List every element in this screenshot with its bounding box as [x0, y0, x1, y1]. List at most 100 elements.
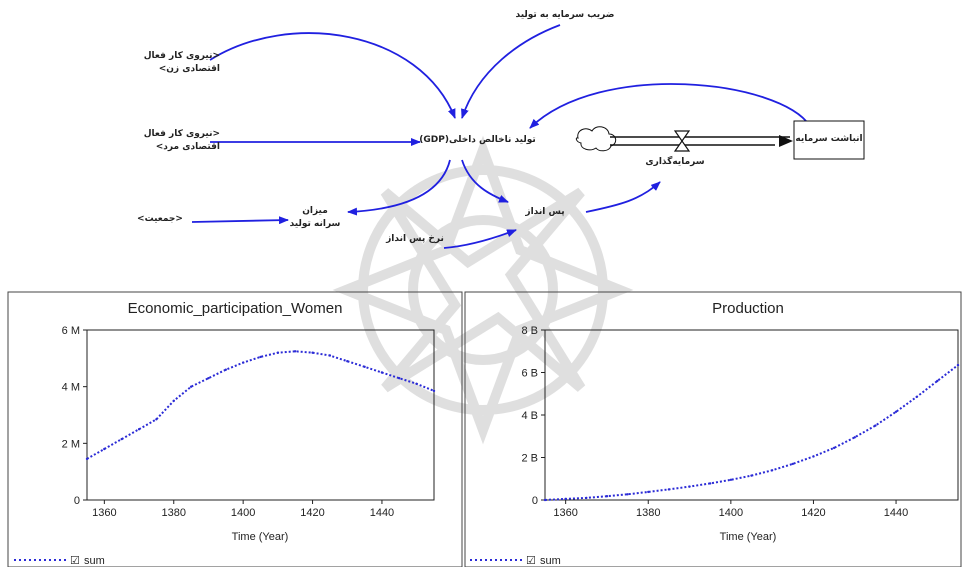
data-point [85, 457, 89, 461]
y-tick-label: 6 M [62, 325, 80, 337]
data-point [874, 424, 877, 427]
data-point [894, 410, 898, 413]
y-tick-label: 0 [74, 495, 80, 507]
data-point [172, 399, 175, 402]
data-point [956, 363, 960, 367]
link-gdp-to-savings [461, 159, 509, 203]
series-line-sum [544, 364, 959, 501]
y-tick-label: 2 M [62, 438, 80, 450]
data-point [346, 360, 349, 363]
x-tick-label: 1380 [636, 507, 660, 519]
watermark-star [332, 135, 634, 445]
data-point [380, 371, 384, 374]
var-population[interactable]: <جمعیت> [137, 214, 183, 224]
y-tick-label: 4 M [62, 382, 80, 394]
valve-icon [673, 130, 691, 152]
x-axis-label: Time (Year) [720, 531, 777, 543]
chart-panel-frame [7, 291, 463, 567]
data-point [812, 455, 815, 458]
chart-title: Production [712, 300, 784, 317]
legend-checkbox[interactable]: ☑ [526, 555, 536, 567]
y-tick-label: 4 B [521, 410, 538, 422]
x-tick-label: 1440 [370, 507, 394, 519]
var-women-labor[interactable]: نیروی کار فعال> <اقتصادی زن [143, 51, 220, 74]
data-point [328, 354, 332, 357]
legend-label: sum [540, 555, 561, 567]
source-cloud-icon [575, 126, 617, 152]
link-capital-output-ratio-to-gdp [461, 24, 561, 119]
x-tick-label: 1380 [162, 507, 186, 519]
data-point [189, 385, 193, 388]
var-savings[interactable]: پس انداز [525, 207, 565, 217]
data-point [207, 377, 210, 380]
var-investment[interactable]: سرمایه‌گذاری [645, 157, 705, 167]
data-point [832, 446, 836, 450]
link-women-labor-to-gdp [209, 32, 456, 119]
series-line-sum [86, 350, 435, 460]
x-tick-label: 1400 [719, 507, 743, 519]
data-point [915, 395, 918, 399]
data-point [853, 436, 856, 439]
legend-label: sum [84, 555, 105, 567]
var-men-labor[interactable]: نیروی کار فعال> <اقتصادی مرد [143, 129, 220, 152]
capital-accumulation-stock[interactable] [793, 120, 865, 160]
var-gdp[interactable]: تولید ناخالص داخلی(GDP) [419, 135, 536, 145]
var-capital-output-ratio[interactable]: ضریب سرمایه به تولید [515, 10, 615, 20]
x-tick-label: 1420 [300, 507, 324, 519]
data-point [564, 497, 567, 501]
y-tick-label: 2 B [521, 453, 538, 465]
x-axis-label: Time (Year) [232, 531, 289, 543]
link-gdp-to-per-capita [347, 159, 451, 216]
x-tick-label: 1420 [801, 507, 825, 519]
data-point [155, 418, 158, 421]
data-point [363, 365, 366, 368]
data-point [647, 490, 650, 494]
data-point [709, 482, 712, 485]
chart-women-participation: Economic_participation_Women 02 M4 M6 M … [7, 291, 463, 567]
data-point [585, 496, 588, 500]
data-point [432, 389, 436, 393]
x-tick-label: 1360 [553, 507, 577, 519]
y-tick-label: 6 B [521, 368, 538, 380]
data-point [688, 485, 691, 488]
data-point [415, 382, 418, 385]
data-point [311, 351, 314, 354]
data-point [750, 474, 753, 477]
plot-area [86, 329, 435, 501]
data-point [398, 377, 401, 380]
var-savings-rate[interactable]: نرخ پس انداز [386, 234, 444, 244]
x-tick-label: 1360 [92, 507, 116, 519]
x-tick-label: 1400 [231, 507, 255, 519]
var-capital-accumulation[interactable]: انباشت سرمایه [795, 134, 863, 144]
chart-title: Economic_participation_Women [128, 300, 343, 317]
y-tick-label: 8 B [521, 325, 538, 337]
chart-panel-frame [464, 291, 962, 567]
link-capital-to-gdp [529, 83, 811, 129]
data-point [626, 493, 629, 496]
data-point [729, 478, 733, 481]
data-point [294, 350, 297, 353]
data-point [605, 495, 609, 498]
data-point [259, 355, 262, 359]
link-population-to-per-capita [191, 216, 289, 225]
data-point [791, 462, 794, 466]
data-point [103, 447, 106, 451]
legend-checkbox[interactable]: ☑ [70, 555, 80, 567]
link-savings-rate-to-savings [443, 229, 517, 249]
data-point [543, 498, 547, 502]
data-point [224, 368, 227, 371]
data-point [936, 379, 939, 383]
x-tick-label: 1440 [884, 507, 908, 519]
chart-production: Production 0 2 B 4 B 6 B 8 B 1360 1380 1400 142… [464, 291, 962, 567]
data-point [242, 361, 245, 364]
investment-flow-pipe [575, 126, 793, 152]
y-tick-label: 0 [532, 495, 538, 507]
data-point [137, 428, 141, 431]
stock-flow-diagram [191, 24, 865, 249]
data-point [667, 488, 671, 491]
data-point [120, 437, 123, 441]
var-per-capita-production[interactable]: میزان سرانه تولید [289, 206, 341, 229]
data-point [276, 351, 280, 354]
link-savings-to-investment [585, 181, 661, 213]
